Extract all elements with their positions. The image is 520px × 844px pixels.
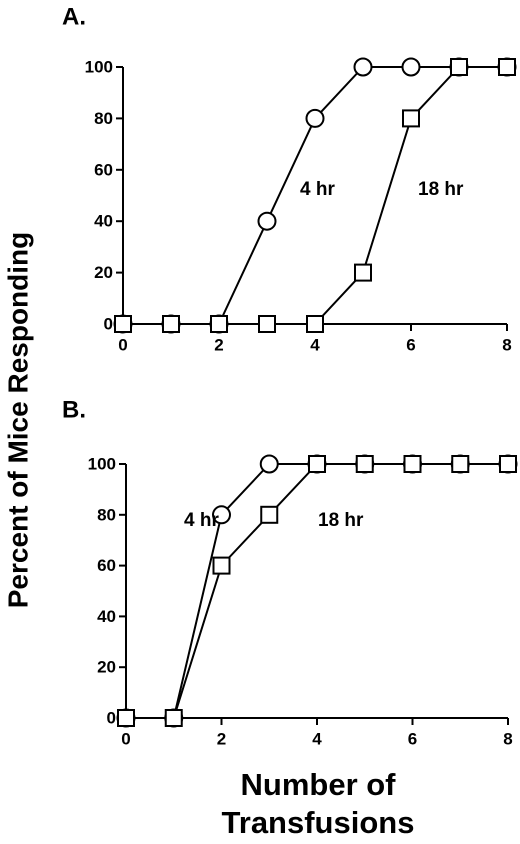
marker [403, 455, 422, 473]
y-tick-label: 0 [107, 708, 116, 727]
marker [259, 454, 279, 474]
x-tick-label: 0 [118, 335, 127, 354]
marker [260, 505, 279, 524]
y-tick-label: 100 [85, 57, 113, 76]
x-tick-label: 8 [503, 729, 512, 748]
panel-title: B. [62, 396, 86, 423]
marker [212, 505, 231, 525]
marker [212, 556, 231, 575]
marker [258, 315, 276, 333]
y-axis-label: Percent of Mice Responding [2, 232, 33, 609]
series-label: 18 hr [418, 179, 464, 200]
marker [164, 709, 183, 727]
marker [308, 455, 326, 473]
marker [451, 455, 470, 473]
y-tick-label: 100 [88, 454, 116, 473]
marker [354, 263, 372, 282]
marker [353, 57, 373, 77]
x-tick-label: 8 [502, 335, 511, 354]
marker [499, 455, 517, 473]
x-tick-label: 2 [217, 729, 226, 748]
y-tick-label: 20 [94, 263, 113, 282]
y-tick-label: 80 [94, 109, 113, 128]
marker [306, 315, 324, 333]
marker [162, 315, 180, 333]
series-line [126, 463, 508, 719]
marker [117, 709, 135, 727]
marker [498, 58, 516, 76]
marker [210, 315, 228, 333]
y-tick-label: 0 [104, 314, 113, 333]
marker [305, 108, 325, 128]
y-tick-label: 40 [97, 607, 116, 626]
series-label: 18 hr [318, 510, 364, 531]
x-tick-label: 6 [408, 729, 417, 748]
series-label: 4 hr [184, 510, 219, 531]
marker [401, 57, 421, 77]
y-tick-label: 80 [97, 505, 116, 524]
x-tick-label: 6 [406, 335, 415, 354]
y-tick-label: 20 [97, 658, 116, 677]
marker [355, 455, 374, 473]
x-tick-label: 0 [121, 729, 130, 748]
x-tick-label: 2 [214, 335, 223, 354]
y-tick-label: 60 [94, 160, 113, 179]
x-axis-label: Number of Transfusions [221, 767, 415, 840]
series-label: 4 hr [300, 179, 335, 200]
y-tick-label: 40 [94, 212, 113, 231]
marker [402, 109, 420, 128]
y-tick-label: 60 [97, 556, 116, 575]
x-tick-label: 4 [310, 335, 320, 354]
marker [114, 315, 132, 333]
panel-title: A. [62, 3, 86, 30]
marker [257, 211, 277, 231]
marker [450, 58, 468, 76]
x-tick-label: 4 [312, 729, 322, 748]
